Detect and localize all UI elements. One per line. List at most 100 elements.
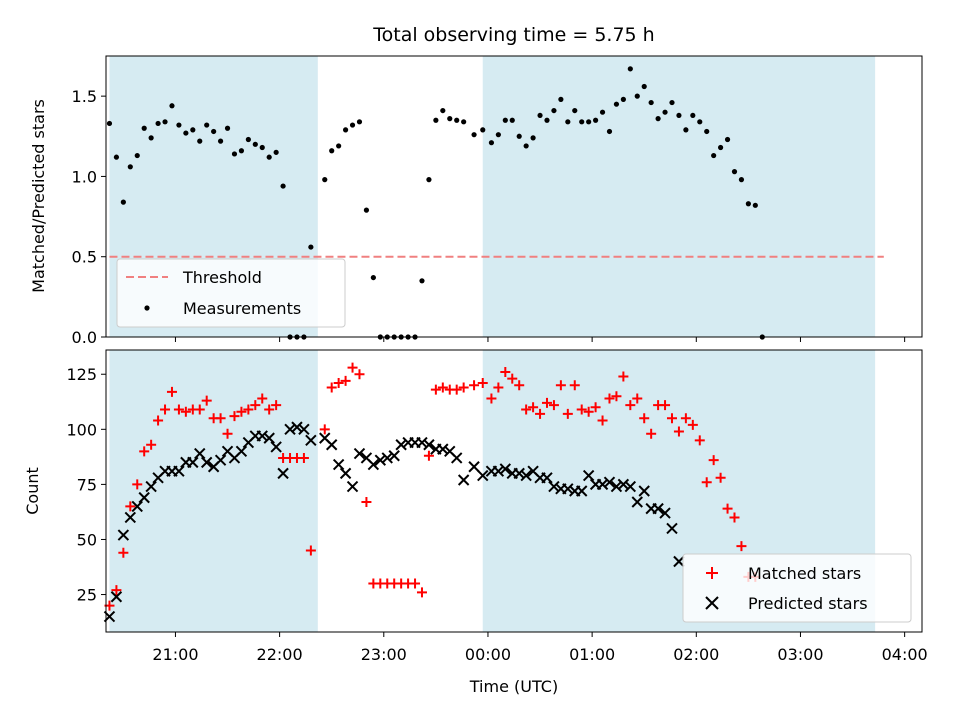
measurement-point: [113, 154, 120, 160]
predicted-star-point: [492, 465, 505, 477]
predicted-star-point: [298, 423, 310, 436]
matched-star-point: [514, 380, 525, 391]
y-axis-ticks: 0.0 0.5 1.0 1.5: [72, 87, 106, 347]
matched-star-point: [555, 380, 566, 391]
measurement-point: [530, 135, 536, 141]
measurement-point: [480, 127, 486, 133]
matched-star-point: [729, 512, 740, 523]
matched-star-point: [694, 435, 705, 446]
predicted-star-point: [457, 474, 470, 486]
matched-star-point: [423, 450, 434, 461]
measurement-point: [697, 119, 703, 125]
measurement-point: [745, 201, 751, 207]
measurement-point: [273, 149, 279, 155]
legend-matched-label: Matched stars: [748, 564, 861, 583]
predicted-star-point: [173, 465, 185, 477]
measurement-point: [190, 127, 196, 133]
x-axis-label: Time (UTC): [469, 677, 558, 696]
predicted-star-point: [339, 467, 352, 480]
measurement-point: [662, 109, 668, 115]
measurement-point: [162, 119, 168, 125]
matched-star-point: [229, 411, 240, 422]
measurement-point: [224, 125, 231, 131]
measurement-point: [620, 96, 626, 102]
measurement-point: [342, 127, 349, 133]
matched-star-point: [347, 362, 358, 373]
predicted-star-point: [673, 555, 685, 568]
x-tick-label: 23:00: [361, 645, 407, 664]
x-tick-label: 21:00: [152, 645, 198, 664]
measurement-point: [516, 133, 522, 139]
measurement-point: [349, 122, 356, 128]
x-tick-label: 02:00: [673, 645, 719, 664]
measurement-point: [718, 144, 724, 151]
measurement-point: [634, 93, 640, 99]
matched-star-point: [340, 375, 351, 386]
matched-star-point: [486, 393, 497, 404]
y-axis-label: Count: [23, 467, 42, 515]
matched-star-point: [469, 380, 480, 391]
plot-frame: [105, 55, 923, 338]
x-tick-label: 22:00: [257, 645, 303, 664]
y-tick-label: 25: [77, 586, 97, 605]
matched-star-point: [477, 378, 488, 389]
predicted-star-point: [117, 529, 130, 541]
predicted-star-point: [353, 447, 366, 460]
predicted-star-point: [416, 436, 428, 449]
matched-star-point: [298, 452, 309, 463]
predicted-star-point: [325, 439, 338, 451]
x-tick-label: 03:00: [777, 645, 823, 664]
measurement-point: [169, 103, 175, 109]
measurement-point: [120, 199, 126, 205]
y-tick-label: 1.5: [72, 87, 97, 106]
y-tick-label: 75: [77, 475, 97, 494]
measurement-point: [593, 117, 599, 123]
matched-star-point: [139, 446, 150, 457]
measurement-point: [217, 138, 224, 144]
matched-star-point: [437, 382, 448, 393]
predicted-star-point: [562, 483, 574, 495]
measurement-point: [322, 177, 328, 183]
matched-star-point: [201, 395, 212, 406]
predicted-star-point: [145, 480, 157, 493]
measurement-point: [308, 244, 314, 250]
x-tick-label: 00:00: [465, 645, 511, 664]
matched-star-point: [194, 404, 205, 415]
matched-star-point: [535, 408, 546, 419]
measurement-point: [704, 128, 710, 135]
matched-star-point: [583, 406, 594, 417]
measurement-point: [259, 144, 265, 151]
predicted-star-point: [638, 485, 650, 497]
predicted-star-point: [263, 432, 275, 444]
predicted-star-point: [284, 423, 296, 436]
measurement-point: [599, 109, 606, 115]
matched-star-point: [111, 585, 122, 596]
measurement-point: [363, 207, 370, 213]
measurement-point: [579, 119, 585, 125]
legend-frame: [116, 258, 346, 328]
matched-star-point: [639, 413, 650, 424]
matched-star-point: [222, 428, 233, 439]
measurement-point: [613, 101, 620, 107]
y-tick-label: 0.5: [72, 248, 97, 267]
measurement-point: [141, 125, 147, 131]
measurement-point: [447, 116, 453, 122]
predicted-star-point: [374, 454, 387, 466]
measurement-point: [471, 132, 477, 138]
predicted-star-point: [235, 445, 248, 458]
predicted-star-point: [576, 485, 588, 497]
measurement-point: [488, 140, 495, 146]
predicted-star-point: [395, 439, 407, 451]
measurement-point: [558, 96, 564, 102]
predicted-star-point: [200, 456, 213, 469]
measurement-point: [419, 278, 425, 284]
measurement-point: [669, 99, 675, 106]
matched-star-point: [680, 413, 691, 424]
predicted-star-point: [388, 450, 400, 462]
legend: Matched stars Predicted stars: [682, 553, 912, 623]
legend-matched-swatch: [706, 567, 718, 579]
matched-star-point: [722, 503, 733, 514]
predicted-star-point: [468, 461, 480, 473]
predicted-star-point: [305, 434, 317, 447]
measurement-point: [509, 117, 515, 123]
